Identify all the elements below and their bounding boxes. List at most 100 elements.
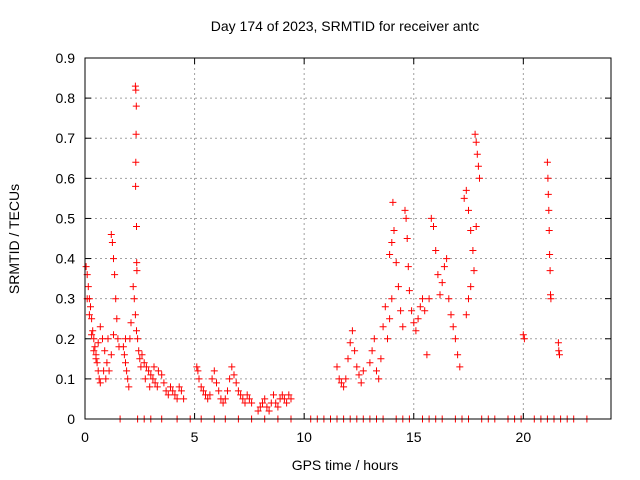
data-point [145,367,153,375]
data-point [180,395,188,403]
data-points [82,82,591,423]
data-point [556,351,563,359]
data-point [241,399,249,407]
data-point [213,379,220,387]
data-point [108,239,116,246]
data-point [544,190,552,198]
data-point [82,263,90,271]
data-point [101,347,109,355]
data-point [366,359,374,367]
data-point [177,387,185,395]
data-point [136,355,144,363]
data-point [470,267,478,275]
data-point [94,339,102,347]
data-point [87,303,94,311]
data-point [443,255,451,263]
data-point [285,391,293,399]
data-point [130,295,138,303]
data-point [377,355,385,363]
data-point [112,295,120,303]
data-point [85,311,93,319]
data-point [158,371,166,379]
grid [85,58,611,419]
data-point [142,363,150,371]
data-point [84,283,92,291]
data-point [132,130,140,138]
data-point [134,335,142,343]
data-point [388,295,396,303]
data-point [88,331,96,339]
data-point [333,363,341,371]
data-point [132,102,140,110]
data-point [175,383,183,391]
axis-ticks: 0 0.1 0.2 0.3 0.4 0.5 0.6 0.7 0.8 0.9 0 5 10 15 20 [56,50,611,445]
data-point [465,206,472,214]
data-point [278,391,286,399]
data-point [96,379,104,387]
data-point [126,335,134,343]
data-point [432,247,440,254]
data-point [146,383,154,391]
data-point [133,223,140,230]
data-point [243,391,251,399]
data-point [92,355,100,363]
data-point [219,399,227,407]
data-point [555,347,563,355]
data-point [402,214,410,222]
data-point [265,407,273,415]
data-point [140,359,148,367]
data-point [474,162,482,170]
data-point [434,271,442,279]
y-tick-label: 0.8 [56,90,76,106]
data-point [412,327,420,335]
data-point [110,331,117,339]
data-point [274,403,282,411]
data-point [340,383,348,391]
data-point [467,283,475,291]
data-point [390,227,398,234]
data-point [193,363,201,371]
data-point [93,359,101,367]
data-point [370,335,378,343]
data-point [386,251,394,258]
data-point [215,387,223,395]
data-point [147,371,155,379]
data-point [389,198,397,206]
data-point [132,86,140,94]
data-point [194,367,202,375]
data-point [133,267,141,275]
data-point [272,399,280,407]
plot-frame [84,57,612,420]
data-point [133,327,140,335]
data-point [425,295,433,303]
data-point [357,379,365,387]
data-point [263,403,271,411]
data-point [344,355,352,363]
data-point [210,367,218,375]
data-point [133,259,141,267]
data-point [471,130,479,138]
data-point [232,379,240,387]
data-point [381,303,389,311]
data-point [410,319,418,327]
data-point [150,363,158,371]
data-point [283,399,291,407]
data-point [270,391,277,399]
data-point [368,347,376,355]
data-point [102,375,110,383]
data-point [473,150,481,158]
data-point [127,319,135,327]
data-point [462,186,470,194]
data-point [103,359,111,367]
data-point [419,295,426,303]
data-point [226,375,234,383]
data-point [221,395,229,403]
data-point [88,315,96,323]
data-point [404,263,412,271]
y-tick-label: 0.1 [56,371,76,387]
data-point [224,387,231,395]
data-point [519,331,527,339]
data-point [386,315,394,323]
data-point [423,351,431,359]
y-tick-label: 0.9 [56,50,76,66]
